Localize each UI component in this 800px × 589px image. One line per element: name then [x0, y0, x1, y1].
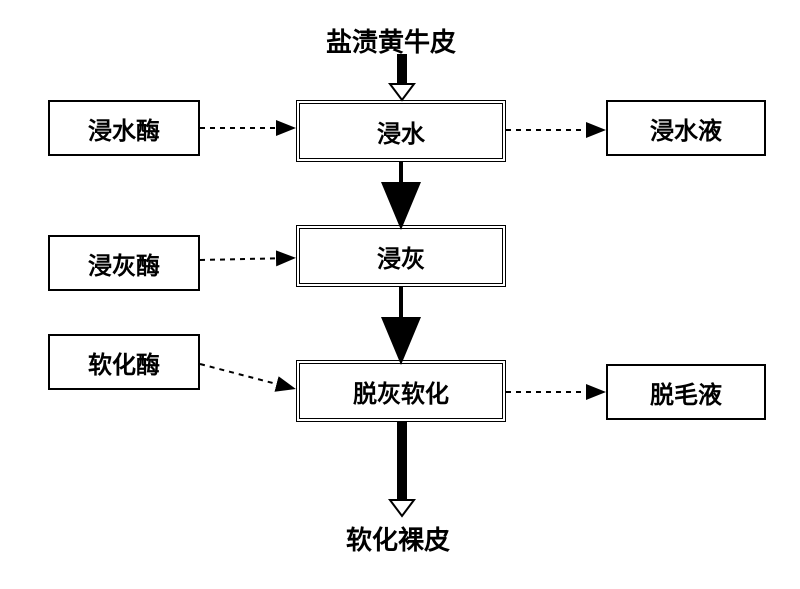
process-box-lime: 浸灰 [296, 225, 506, 287]
process-box-delime: 脱灰软化 [296, 360, 506, 422]
enzyme-box-soak: 浸水酶 [48, 100, 200, 156]
process-box-delime-label: 脱灰软化 [353, 374, 449, 409]
title-label: 盐渍黄牛皮 [326, 22, 456, 59]
arrows-layer [0, 0, 800, 589]
enzyme-box-soak-label: 浸水酶 [88, 111, 160, 146]
output-label: 软化裸皮 [346, 520, 450, 557]
enzyme-box-lime: 浸灰酶 [48, 235, 200, 291]
output-box-dehair-liquid-label: 脱毛液 [650, 375, 722, 410]
enzyme-box-soften-label: 软化酶 [88, 345, 160, 380]
output-box-soak-liquid: 浸水液 [606, 100, 766, 156]
arrow-soften-enzyme-to-delime [200, 364, 292, 388]
output-box-soak-liquid-label: 浸水液 [650, 111, 722, 146]
process-box-lime-label: 浸灰 [377, 239, 425, 274]
arrow-lime-enzyme-to-lime [200, 258, 292, 260]
arrow-title-to-soak [390, 54, 414, 100]
process-box-soak-label: 浸水 [377, 114, 425, 149]
arrow-delime-to-output [390, 422, 414, 516]
process-box-soak: 浸水 [296, 100, 506, 162]
output-box-dehair-liquid: 脱毛液 [606, 364, 766, 420]
enzyme-box-soften: 软化酶 [48, 334, 200, 390]
enzyme-box-lime-label: 浸灰酶 [88, 246, 160, 281]
